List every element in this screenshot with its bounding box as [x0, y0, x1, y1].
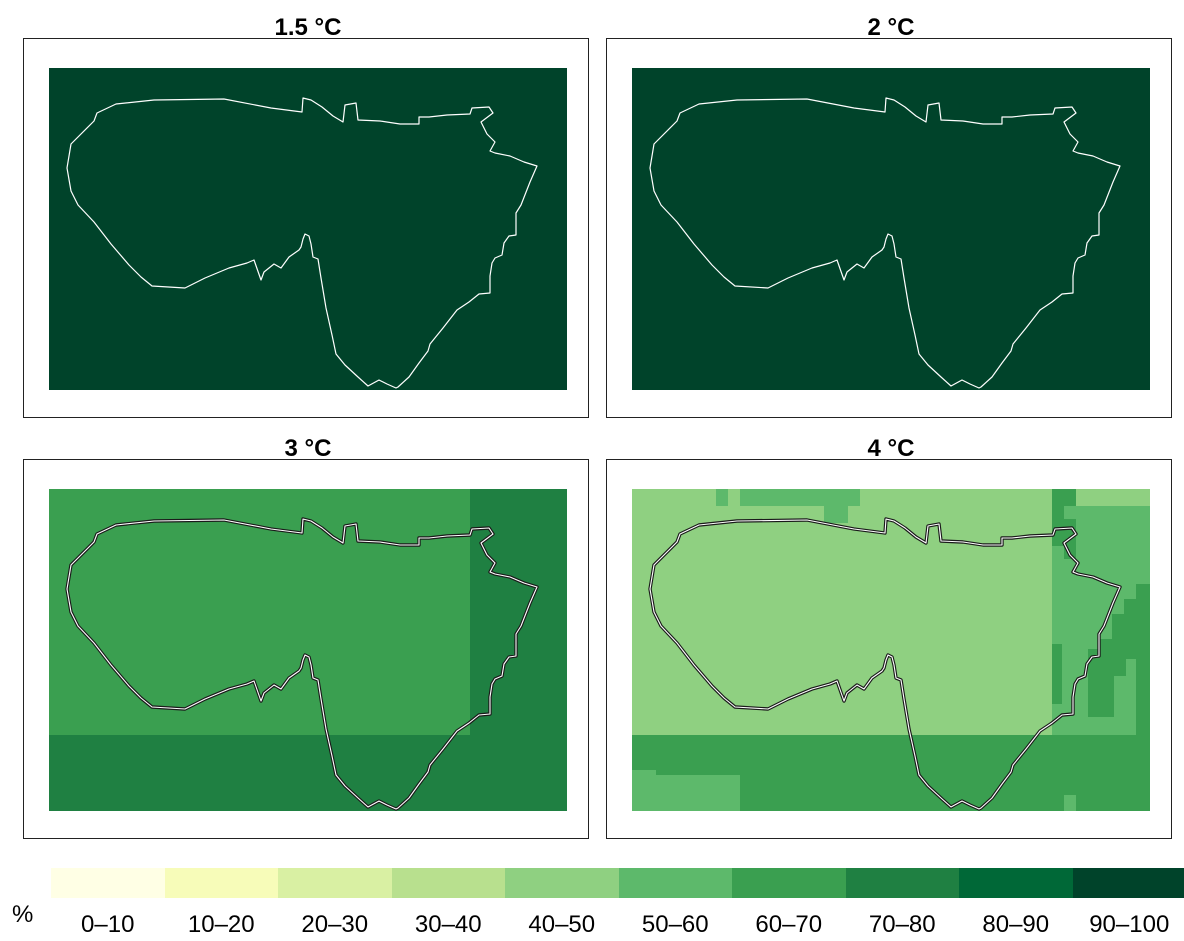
- map-3c: [49, 489, 567, 811]
- legend-label: 40–50: [528, 911, 596, 938]
- region-outline: [649, 518, 1121, 810]
- region-outline: [649, 97, 1121, 389]
- panel-title-1-5c: 1.5 °C: [274, 14, 342, 41]
- legend-labels: 0–10 10–20 20–30 30–40 40–50 50–60 60–70…: [51, 911, 1184, 939]
- map-grid-patch-north: [716, 489, 860, 523]
- panel-title-2c: 2 °C: [867, 14, 915, 41]
- legend-label: 30–40: [414, 911, 482, 938]
- legend-label: 10–20: [187, 911, 255, 938]
- legend-unit-label: %: [12, 901, 34, 928]
- region-outline: [66, 518, 538, 810]
- legend-swatch: [505, 868, 619, 898]
- region-outline: [66, 97, 538, 389]
- legend-label: 90–100: [1089, 911, 1170, 938]
- map-panel-4c: [606, 459, 1172, 839]
- legend-swatch: [618, 868, 732, 898]
- map-grid-patch-east: [470, 489, 567, 737]
- map-grid-patch-south-west-cells: [632, 770, 1076, 811]
- legend-color-bar: [51, 868, 1184, 898]
- panel-title-4c: 4 °C: [867, 435, 915, 462]
- map-grid-patch-north-cells: [1052, 489, 1076, 506]
- map-panel-3c: [23, 459, 589, 839]
- map-grid-patch-south: [49, 735, 567, 811]
- map-4c: [632, 489, 1150, 811]
- legend-swatch: [732, 868, 846, 898]
- map-panel-1-5c: [23, 38, 589, 418]
- panel-title-3c: 3 °C: [284, 435, 332, 462]
- legend-swatch: [391, 868, 505, 898]
- legend-swatch: [164, 868, 278, 898]
- legend-label: 20–30: [301, 911, 369, 938]
- legend-swatch: [278, 868, 392, 898]
- legend-label: 50–60: [641, 911, 709, 938]
- legend-swatch: [1072, 868, 1184, 898]
- legend-swatch: [845, 868, 959, 898]
- legend-swatch: [51, 868, 165, 898]
- legend-label: 60–70: [755, 911, 823, 938]
- map-1-5c: [49, 68, 567, 390]
- legend-label: 70–80: [868, 911, 936, 938]
- legend-swatch: [959, 868, 1073, 898]
- map-2c: [632, 68, 1150, 390]
- map-panel-2c: [606, 38, 1172, 418]
- legend-label: 80–90: [982, 911, 1050, 938]
- legend-label: 0–10: [81, 911, 135, 938]
